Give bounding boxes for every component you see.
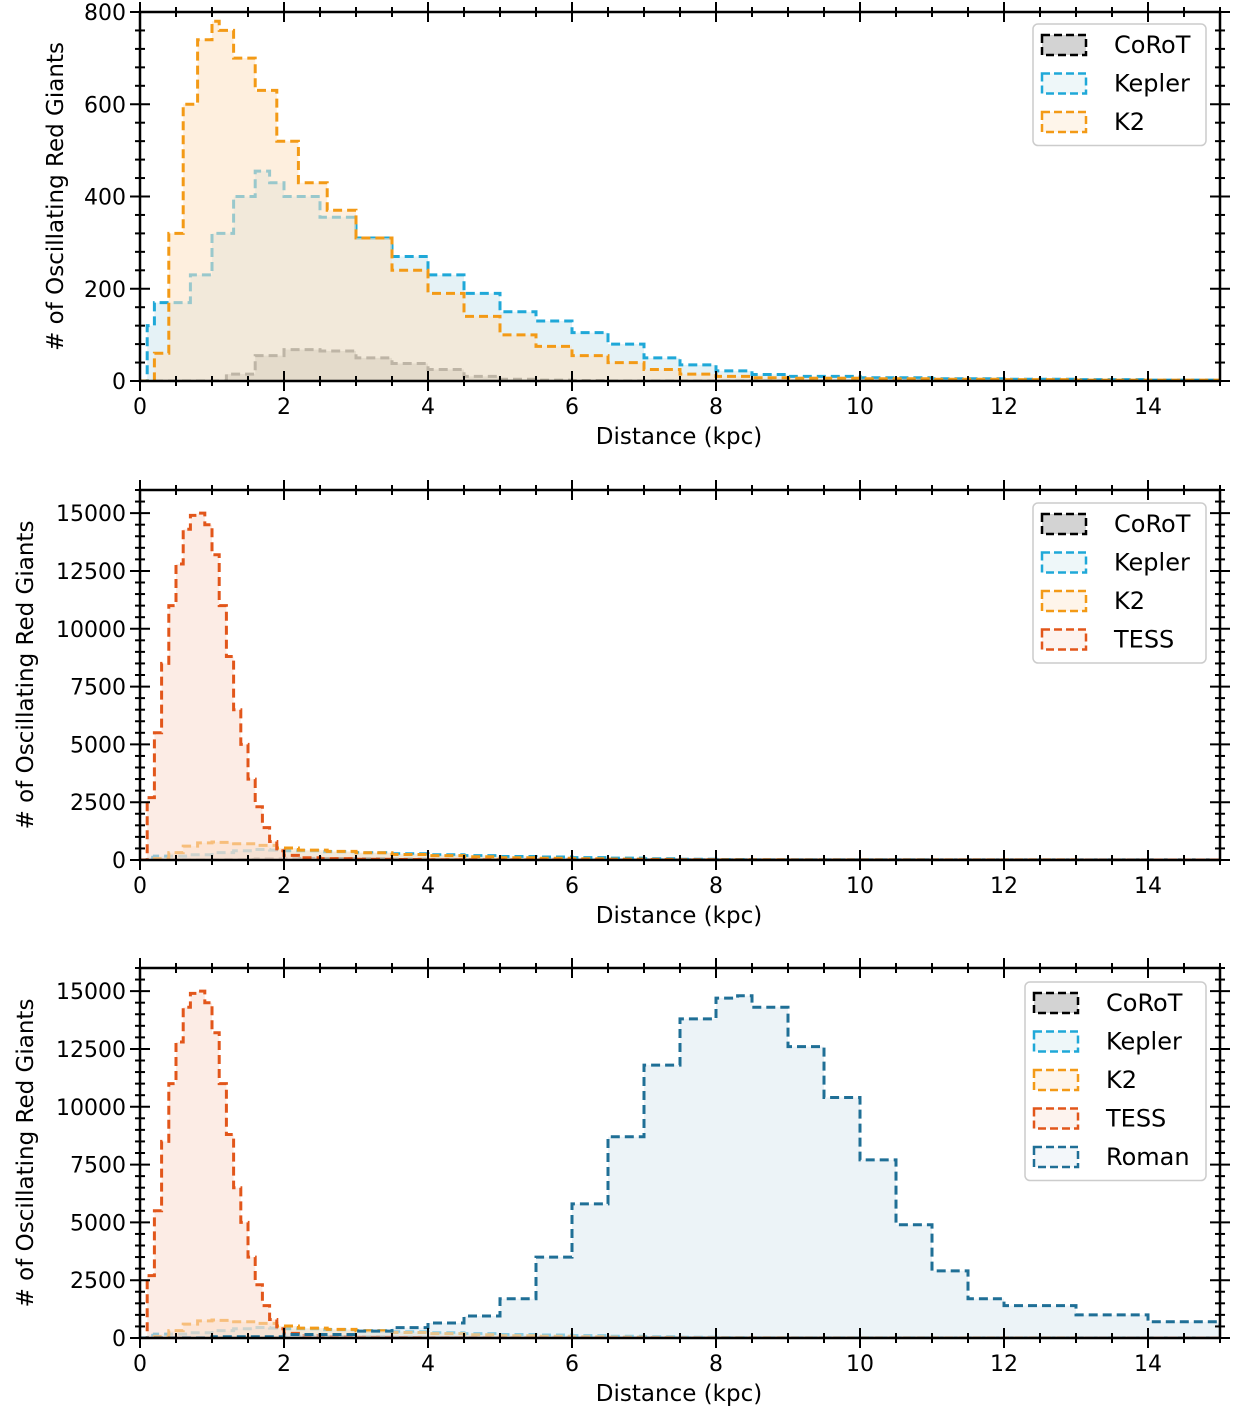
legend-label-k2: K2	[1114, 108, 1145, 136]
x-tick-label: 14	[1134, 1352, 1162, 1377]
legend-frame	[1032, 502, 1207, 664]
legend-label-roman: Roman	[1106, 1143, 1190, 1171]
y-axis-label: # of Oscillating Red Giants	[13, 521, 39, 830]
x-tick-label: 12	[990, 1352, 1018, 1377]
legend-swatch-corot	[1040, 512, 1088, 536]
y-tick-label: 0	[112, 849, 126, 874]
legend: CoRoT Kepler K2	[1032, 23, 1207, 147]
y-tick-label: 5000	[70, 733, 126, 758]
y-axis: 0 200 400 600 800 # of Oscillating Red Giants	[43, 1, 1230, 395]
y-tick-label: 10000	[56, 618, 126, 643]
x-tick-label: 8	[709, 395, 723, 420]
chart-panel-3: 0 2 4 6 8 10 12 14 Distance (kpc) 0 2500 5000 7500 10…	[13, 958, 1230, 1407]
chart-panel-1: 0 2 4 6 8 10 12 14 Distance (kpc) 0 200 400 600 800 # …	[43, 1, 1230, 450]
legend-label-tess: TESS	[1113, 626, 1174, 654]
legend-label-kepler: Kepler	[1106, 1028, 1182, 1056]
x-axis: 0 2 4 6 8 10 12 14 Distance (kpc)	[133, 2, 1221, 450]
y-axis-label: # of Oscillating Red Giants	[13, 999, 39, 1308]
x-tick-label: 8	[709, 874, 723, 899]
y-tick-label: 12500	[56, 560, 126, 585]
x-tick-label: 10	[846, 874, 874, 899]
y-tick-label: 200	[84, 278, 126, 303]
y-tick-label: 600	[84, 93, 126, 118]
legend-label-k2: K2	[1106, 1066, 1137, 1094]
legend-swatch-corot	[1040, 33, 1088, 57]
legend-swatch-kepler	[1040, 72, 1088, 95]
legend-label-kepler: Kepler	[1114, 549, 1190, 577]
legend-swatch-k2	[1040, 589, 1088, 613]
legend-label-kepler: Kepler	[1114, 70, 1190, 98]
x-tick-label: 2	[277, 395, 291, 420]
legend: CoRoT Kepler K2 TESS	[1032, 502, 1207, 664]
legend-label-corot: CoRoT	[1114, 510, 1191, 538]
series-line-roman	[140, 994, 1220, 1338]
x-tick-label: 4	[421, 1352, 435, 1377]
x-tick-label: 2	[277, 1352, 291, 1377]
x-tick-label: 10	[846, 395, 874, 420]
series-fill-tess	[140, 991, 1220, 1338]
y-tick-label: 400	[84, 186, 126, 211]
x-tick-label: 10	[846, 1352, 874, 1377]
x-axis-label: Distance (kpc)	[596, 424, 762, 450]
y-tick-label: 15000	[56, 980, 126, 1005]
x-tick-label: 0	[133, 1352, 147, 1377]
legend-swatch-roman	[1032, 1145, 1080, 1169]
legend-label-k2: K2	[1114, 587, 1145, 615]
y-tick-label: 5000	[70, 1211, 126, 1236]
y-tick-label: 0	[112, 1327, 126, 1352]
x-tick-label: 0	[133, 874, 147, 899]
chart-panel-2: 0 2 4 6 8 10 12 14 Distance (kpc) 0 2500 5000 7500 10…	[13, 480, 1230, 929]
y-tick-label: 2500	[70, 791, 126, 816]
y-tick-label: 2500	[70, 1269, 126, 1294]
x-tick-label: 14	[1134, 874, 1162, 899]
x-tick-label: 0	[133, 395, 147, 420]
legend-label-corot: CoRoT	[1114, 31, 1191, 59]
x-tick-label: 8	[709, 1352, 723, 1377]
x-tick-label: 12	[990, 874, 1018, 899]
x-tick-label: 4	[421, 395, 435, 420]
y-axis: 0 2500 5000 7500 10000 12500 15000 # of Oscilla…	[13, 489, 1230, 874]
legend-swatch-k2	[1032, 1068, 1080, 1092]
y-tick-label: 800	[84, 1, 126, 26]
x-tick-label: 2	[277, 874, 291, 899]
legend-label-corot: CoRoT	[1106, 989, 1183, 1017]
y-axis: 0 2500 5000 7500 10000 12500 15000 # of Oscilla…	[13, 967, 1230, 1352]
y-tick-label: 7500	[70, 1154, 126, 1179]
legend-swatch-tess	[1040, 628, 1088, 651]
legend-swatch-kepler	[1040, 551, 1088, 574]
legend-swatch-kepler	[1032, 1030, 1080, 1053]
x-axis-label: Distance (kpc)	[596, 1381, 762, 1407]
series-fill-k2	[140, 21, 1220, 381]
y-tick-label: 0	[112, 370, 126, 395]
y-tick-label: 7500	[70, 676, 126, 701]
y-axis-label: # of Oscillating Red Giants	[43, 42, 69, 351]
x-tick-label: 6	[565, 395, 579, 420]
legend: CoRoT Kepler K2 TESS Roman	[1024, 981, 1207, 1182]
series-fill-tess	[140, 513, 1220, 860]
y-tick-label: 12500	[56, 1038, 126, 1063]
y-tick-label: 10000	[56, 1096, 126, 1121]
x-tick-label: 14	[1134, 395, 1162, 420]
x-tick-label: 4	[421, 874, 435, 899]
x-axis: 0 2 4 6 8 10 12 14 Distance (kpc)	[133, 958, 1221, 1407]
x-tick-label: 6	[565, 874, 579, 899]
x-tick-label: 6	[565, 1352, 579, 1377]
series-fill-roman	[140, 995, 1220, 1338]
x-axis-label: Distance (kpc)	[596, 903, 762, 929]
x-axis: 0 2 4 6 8 10 12 14 Distance (kpc)	[133, 480, 1221, 929]
legend-swatch-corot	[1032, 991, 1080, 1015]
legend-label-tess: TESS	[1105, 1105, 1166, 1133]
legend-swatch-tess	[1032, 1107, 1080, 1130]
y-tick-label: 15000	[56, 502, 126, 527]
legend-swatch-k2	[1040, 110, 1088, 134]
x-tick-label: 12	[990, 395, 1018, 420]
